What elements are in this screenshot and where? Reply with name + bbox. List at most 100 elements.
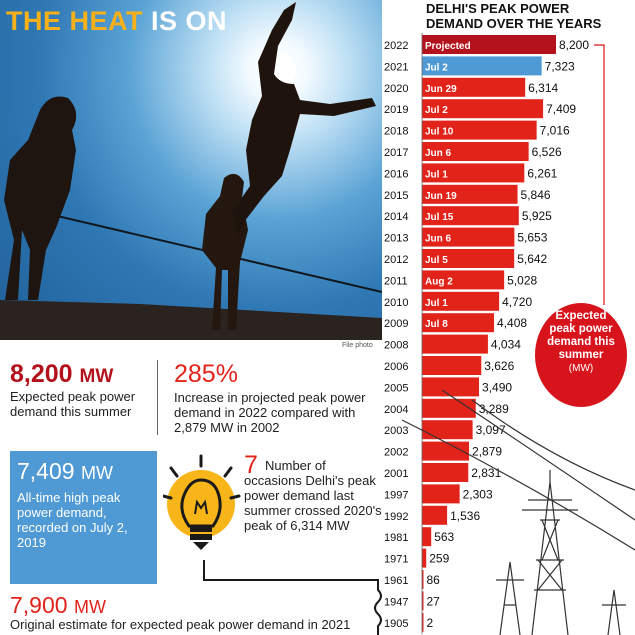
value-label-1961: 86 [427,573,441,587]
all-time-high-value: 7,409 MW [17,458,113,485]
year-label-2020: 2020 [384,83,408,95]
peak-demand-bar-chart: 2022 Projected 8,200 2021 Jul 2 7,323 2020 Jun … [384,33,605,635]
bar-2006 [422,356,482,375]
value-label-2008: 4,034 [491,338,521,352]
year-label-2011: 2011 [384,275,408,287]
value-label-2010: 4,720 [502,295,532,309]
value-label-2011: 5,028 [507,273,537,287]
value-label-2020: 6,314 [528,81,558,95]
bar-2017 [422,142,529,161]
increase-value: 285% [174,360,238,388]
chart-title: DELHI'S PEAK POWER DEMAND OVER THE YEARS [426,1,602,31]
value-label-2019: 7,409 [546,102,576,116]
bar-date-label-2014: Jul 15 [425,212,454,223]
year-label-2019: 2019 [384,104,408,116]
increase-description: Increase in projected peak power demand … [174,390,366,435]
value-label-1905: 2 [427,616,434,630]
value-label-2013: 5,653 [517,231,547,245]
value-label-2012: 5,642 [517,252,547,266]
year-label-2022: 2022 [384,40,408,52]
year-label-2010: 2010 [384,297,408,309]
value-label-2003: 3,097 [476,423,506,437]
year-label-1971: 1971 [384,554,408,566]
value-label-1947: 27 [427,594,441,608]
year-label-2005: 2005 [384,382,408,394]
original-estimate-unit: MW [73,597,106,617]
value-label-2014: 5,925 [522,209,552,223]
bar-2020 [422,77,526,97]
value-label-2005: 3,490 [482,380,512,394]
callout-label: Expected peak power demand this summer [547,310,615,361]
value-label-1997: 2,303 [463,487,493,501]
bar-2018 [422,120,537,140]
value-label-1981: 563 [434,530,454,544]
year-label-2017: 2017 [384,147,408,159]
bar-2009 [422,313,495,333]
bar-date-label-2017: Jun 6 [425,148,452,159]
value-label-2022: 8,200 [559,38,589,52]
year-label-2013: 2013 [384,233,408,245]
bulb-wire [203,560,382,635]
bar-1997 [422,484,460,504]
all-time-high-number: 7,409 [17,458,75,484]
heat-photo: THE HEAT IS ON [0,0,382,340]
year-label-2018: 2018 [384,126,408,138]
power-tower-illustration [401,390,635,635]
bar-2010 [422,291,500,311]
bar-2011 [422,270,505,290]
year-label-2004: 2004 [384,404,408,416]
expected-demand-callout: Expected peak power demand this summer (M… [535,303,627,407]
occasions-description: Number of occasions Delhi's peak power d… [244,458,382,533]
callout-connector [594,44,605,305]
year-label-1981: 1981 [384,532,408,544]
bar-1992 [422,505,448,525]
all-time-high-unit: MW [80,463,113,483]
stat-divider [157,360,158,435]
bar-2022 [422,35,556,54]
headline-part-2: IS ON [151,6,228,36]
photo-credit: File photo [342,342,373,349]
bar-1905 [422,612,424,632]
bar-date-label-2016: Jul 1 [425,169,448,180]
bar-date-label-2011: Aug 2 [425,276,453,287]
bar-2014 [422,206,519,226]
bar-1981 [422,527,432,547]
bar-date-label-2010: Jul 1 [425,298,448,309]
year-label-2008: 2008 [384,340,408,352]
bar-1947 [422,591,424,611]
bar-date-label-2021: Jul 2 [425,62,448,73]
bar-2016 [422,163,525,183]
bar-2005 [422,377,480,397]
bar-2003 [422,420,473,440]
year-label-2002: 2002 [384,447,408,459]
original-estimate-number: 7,900 [10,592,68,618]
bar-1971 [422,548,427,568]
year-label-2016: 2016 [384,168,408,180]
headline-part-1: THE HEAT [6,6,151,36]
bar-2008 [422,334,488,354]
bar-2002 [422,441,470,461]
bar-date-label-2012: Jul 5 [425,255,448,266]
value-label-2018: 7,016 [540,124,570,138]
bar-date-label-2018: Jul 10 [425,127,454,138]
all-time-high-description: All-time high peak power demand, recorde… [17,490,128,550]
original-estimate-value: 7,900 MW [10,592,106,619]
year-label-1947: 1947 [384,596,408,608]
callout-unit: (MW) [568,363,594,374]
value-label-1992: 1,536 [450,509,480,523]
bar-date-label-2019: Jul 2 [425,105,448,116]
callout-text: Expected peak power demand this summer (M… [541,310,621,375]
bar-date-label-2022: Projected [425,41,471,52]
year-label-2012: 2012 [384,254,408,266]
bar-date-label-2020: Jun 29 [425,84,457,95]
bar-2012 [422,249,515,268]
year-label-2021: 2021 [384,61,408,73]
year-label-1997: 1997 [384,489,408,501]
year-label-2001: 2001 [384,468,408,480]
value-label-2021: 7,323 [545,59,575,73]
bar-date-label-2013: Jun 6 [425,234,452,245]
bar-2015 [422,184,518,204]
bar-2013 [422,227,515,247]
year-label-2009: 2009 [384,318,408,330]
all-time-high-box: 7,409 MW All-time high peak power demand… [10,451,157,584]
